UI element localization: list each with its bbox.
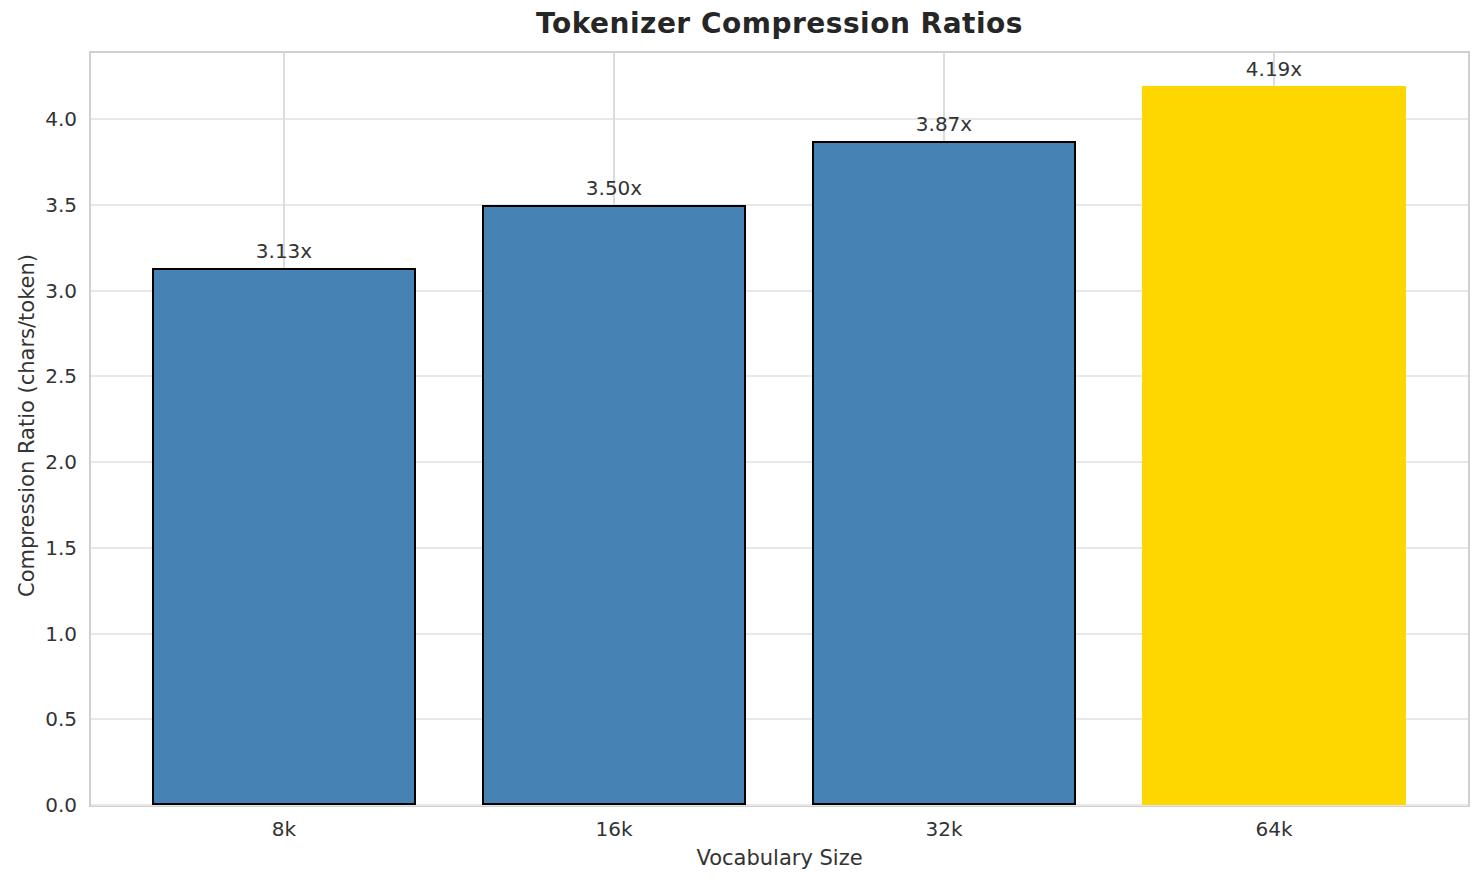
- y-tick-label: 1.5: [0, 534, 77, 562]
- bar-64k: [1142, 86, 1406, 805]
- chart-title: Tokenizer Compression Ratios: [91, 7, 1468, 40]
- bar-8k: [152, 268, 416, 805]
- bar-value-label: 4.19x: [1246, 57, 1302, 81]
- y-tick-label: 4.0: [0, 105, 77, 133]
- bar-chart-figure: Tokenizer Compression Ratios Compression…: [0, 0, 1484, 885]
- bar-32k: [812, 141, 1076, 805]
- x-axis-label: Vocabulary Size: [91, 846, 1468, 870]
- y-tick-label: 3.5: [0, 191, 77, 219]
- x-tick-label: 32k: [925, 815, 962, 843]
- y-tick-label: 3.0: [0, 277, 77, 305]
- plot-area: 3.13x 3.50x 3.87x 4.19x: [89, 51, 1470, 807]
- x-tick-label: 16k: [595, 815, 632, 843]
- y-tick-label: 1.0: [0, 620, 77, 648]
- y-tick-label: 0.5: [0, 705, 77, 733]
- bar-value-label: 3.87x: [916, 112, 972, 136]
- x-tick-label: 8k: [272, 815, 296, 843]
- bar-16k: [482, 205, 746, 805]
- y-tick-label: 2.5: [0, 362, 77, 390]
- bar-value-label: 3.50x: [586, 176, 642, 200]
- y-tick-label: 0.0: [0, 791, 77, 819]
- y-tick-label: 2.0: [0, 448, 77, 476]
- x-tick-label: 64k: [1255, 815, 1292, 843]
- bar-value-label: 3.13x: [256, 239, 312, 263]
